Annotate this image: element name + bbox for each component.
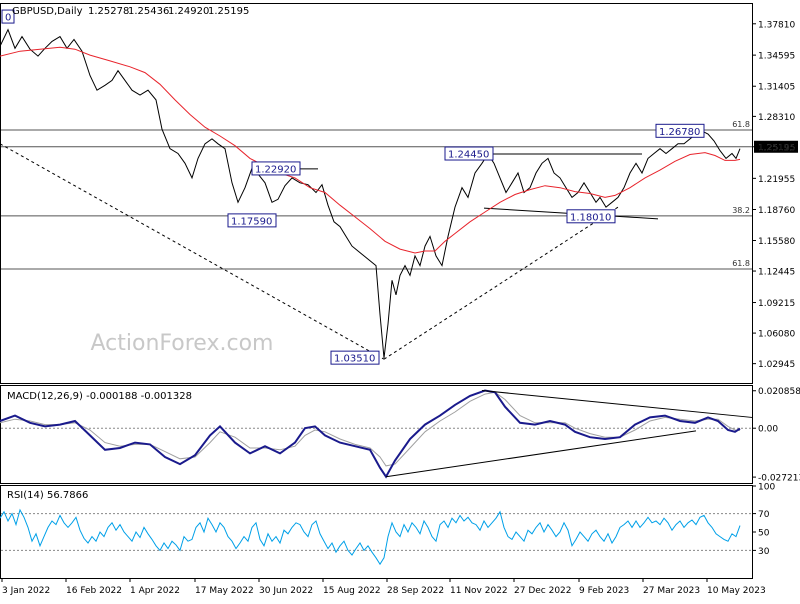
price-tick-label: 1.02945 bbox=[758, 360, 795, 370]
annotation-box bbox=[227, 213, 277, 228]
price-line bbox=[0, 28, 741, 359]
watermark: ActionForex.com bbox=[91, 331, 274, 356]
level-label: 38.2 bbox=[732, 206, 750, 215]
last-price-box bbox=[754, 140, 798, 153]
chart-title: GBPUSD,Daily bbox=[12, 6, 83, 17]
price-tick-label: 1.12445 bbox=[758, 268, 795, 278]
price-tick-label: 1.25195 bbox=[758, 143, 795, 153]
annotation-label: 1.17590 bbox=[231, 216, 272, 227]
ohlc-low: 1.24920 bbox=[168, 6, 209, 17]
ohlc-close: 1.25195 bbox=[208, 6, 249, 17]
rsi-tick-label: 50 bbox=[758, 529, 770, 539]
macd-pane bbox=[0, 385, 753, 484]
date-tick-label: 10 May 2023 bbox=[707, 586, 766, 596]
date-tick-label: 16 Feb 2022 bbox=[66, 586, 122, 596]
annotation-label: 1.18010 bbox=[570, 212, 611, 223]
price-tick-label: 1.06080 bbox=[758, 330, 795, 340]
ohlc-high: 1.25436 bbox=[128, 6, 169, 17]
price-annotations: 0 1.22920 1.17590 1.24450 1.18010 1.26780 1.03… bbox=[1, 9, 705, 365]
rsi-tick-label: 30 bbox=[758, 547, 770, 557]
date-tick-label: 27 Dec 2022 bbox=[514, 586, 572, 596]
macd-indicator: 0.020858 0.00 -0.027213 bbox=[0, 387, 800, 484]
macd-tick-label: 0.00 bbox=[758, 425, 778, 435]
annotation-box bbox=[655, 123, 705, 138]
price-series bbox=[0, 28, 741, 359]
ema-line bbox=[0, 46, 741, 254]
chart-header: GBPUSD,Daily 1.25278 1.25436 1.24920 1.2… bbox=[12, 6, 249, 17]
ohlc-open: 1.25278 bbox=[88, 6, 129, 17]
rsi-tick-label: 70 bbox=[758, 510, 770, 520]
annotation-box bbox=[1, 9, 15, 24]
date-tick-label: 9 Feb 2023 bbox=[579, 586, 629, 596]
macd-signal-line bbox=[0, 391, 741, 467]
annotation-label: 1.24450 bbox=[448, 150, 489, 161]
price-axis: 1.37810 1.34595 1.31405 1.28310 1.25195 1.219… bbox=[752, 20, 795, 370]
date-tick-label: 15 Aug 2022 bbox=[323, 586, 381, 596]
price-tick-label: 1.09215 bbox=[758, 299, 795, 309]
dashed-trend-line bbox=[383, 206, 619, 360]
annotation-box bbox=[566, 209, 616, 224]
date-tick-label: 27 Mar 2023 bbox=[643, 586, 700, 596]
date-tick-label: 30 Jun 2022 bbox=[259, 586, 313, 596]
level-label: 61.8 bbox=[732, 259, 750, 268]
date-tick-label: 11 Nov 2022 bbox=[450, 586, 508, 596]
rsi-tick-label: 100 bbox=[758, 483, 775, 493]
price-tick-label: 1.37810 bbox=[758, 20, 795, 30]
date-tick-label: 28 Sep 2022 bbox=[387, 586, 444, 596]
macd-label: MACD(12,26,9) -0.000188 -0.001328 bbox=[7, 391, 192, 402]
level-label: 61.8 bbox=[732, 120, 750, 129]
trend-lines bbox=[0, 143, 659, 360]
rsi-indicator: 100 70 50 30 bbox=[0, 483, 775, 566]
annotation-box bbox=[251, 161, 301, 176]
price-tick-label: 1.34595 bbox=[758, 52, 795, 62]
dashed-trend-line bbox=[0, 143, 385, 360]
rsi-line bbox=[0, 508, 741, 566]
last-price-label: 1.25195 bbox=[758, 143, 795, 153]
price-pane bbox=[0, 3, 753, 384]
annotation-label: 1.03510 bbox=[334, 354, 375, 365]
fib-levels: 61.8 38.2 61.8 1.25195 bbox=[1, 120, 798, 270]
annotation-box bbox=[444, 146, 494, 161]
date-tick-label: 17 May 2022 bbox=[195, 586, 254, 596]
rsi-pane bbox=[0, 485, 753, 579]
macd-trend-line bbox=[385, 430, 697, 478]
macd-trend-line bbox=[481, 389, 753, 418]
annotation-label: 0 bbox=[5, 13, 11, 24]
price-tick-label: 1.15580 bbox=[758, 237, 795, 247]
macd-tick-label: 0.020858 bbox=[758, 387, 800, 397]
annotation-label: 1.26780 bbox=[659, 127, 700, 138]
price-tick-label: 1.28310 bbox=[758, 113, 795, 123]
date-tick-label: 3 Jan 2022 bbox=[2, 586, 50, 596]
macd-tick-label: -0.027213 bbox=[758, 474, 800, 484]
date-axis: 3 Jan 2022 16 Feb 2022 1 Apr 2022 17 May 20… bbox=[1, 578, 766, 596]
rsi-label: RSI(14) 56.7866 bbox=[7, 490, 88, 501]
macd-main-line bbox=[0, 389, 741, 479]
date-tick-label: 1 Apr 2022 bbox=[130, 586, 180, 596]
annotation-box bbox=[330, 350, 380, 365]
price-tick-label: 1.21955 bbox=[758, 175, 795, 185]
price-tick-label: 1.18760 bbox=[758, 206, 795, 216]
price-tick-label: 1.31405 bbox=[758, 83, 795, 93]
annotation-label: 1.22920 bbox=[255, 164, 296, 175]
